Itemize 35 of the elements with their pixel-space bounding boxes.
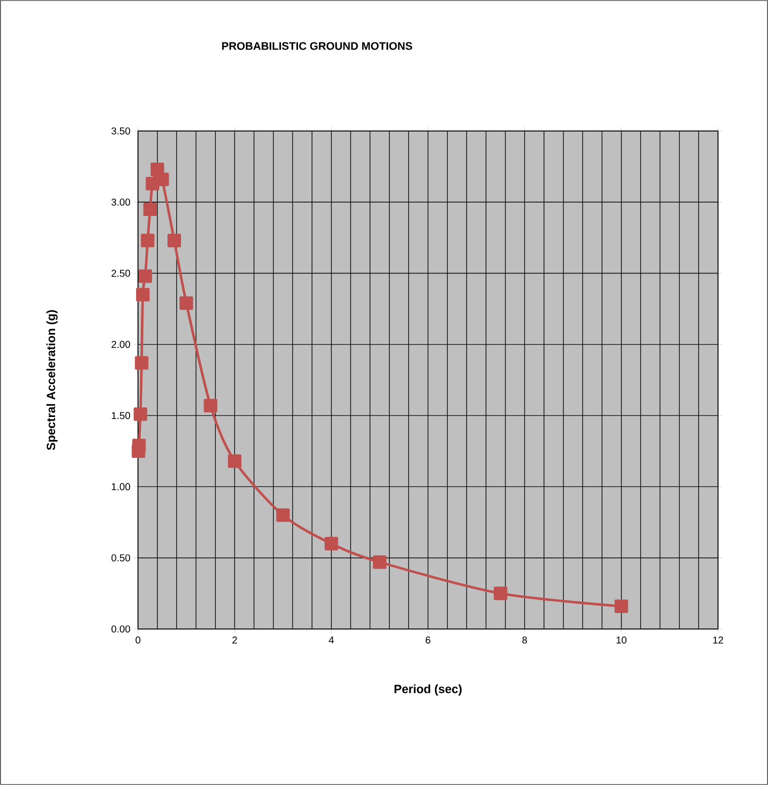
- point: [276, 508, 290, 522]
- x-tick-label: 2: [232, 636, 237, 644]
- point: [204, 398, 218, 412]
- y-tick-label: 1.00: [112, 483, 130, 490]
- point: [180, 296, 194, 310]
- x-tick-label: 6: [426, 636, 430, 644]
- y-tick-label: 2.50: [112, 270, 130, 277]
- point: [140, 234, 154, 248]
- y-tick-label: 1.50: [112, 412, 130, 420]
- y-axis-title: Spectral Acceleration (g): [46, 310, 58, 450]
- x-tick-label: 4: [328, 636, 334, 644]
- y-tick-label: 0.00: [111, 625, 130, 633]
- point: [372, 555, 386, 569]
- y-tick-label: 3.00: [111, 198, 130, 206]
- x-tick-label: 10: [616, 636, 626, 644]
- x-tick-label: 0: [136, 636, 140, 644]
- x-axis-title: Period (sec): [394, 684, 462, 696]
- point: [134, 407, 148, 421]
- point: [494, 586, 508, 600]
- x-tick-label: 8: [522, 636, 528, 644]
- point: [143, 202, 157, 216]
- chart-title: PROBABILISTIC GROUND MOTIONS: [222, 42, 412, 50]
- point: [134, 356, 148, 370]
- point: [324, 536, 338, 550]
- y-tick-label: 3.50: [111, 127, 130, 135]
- point: [138, 269, 152, 283]
- y-tick-label: 0.50: [111, 554, 130, 562]
- point: [136, 288, 150, 302]
- x-tick-label: 12: [713, 636, 724, 644]
- point: [155, 172, 169, 186]
- point: [228, 454, 242, 468]
- point: [132, 438, 146, 452]
- point: [168, 234, 182, 248]
- point: [614, 599, 628, 613]
- y-tick-label: 2.00: [112, 340, 130, 348]
